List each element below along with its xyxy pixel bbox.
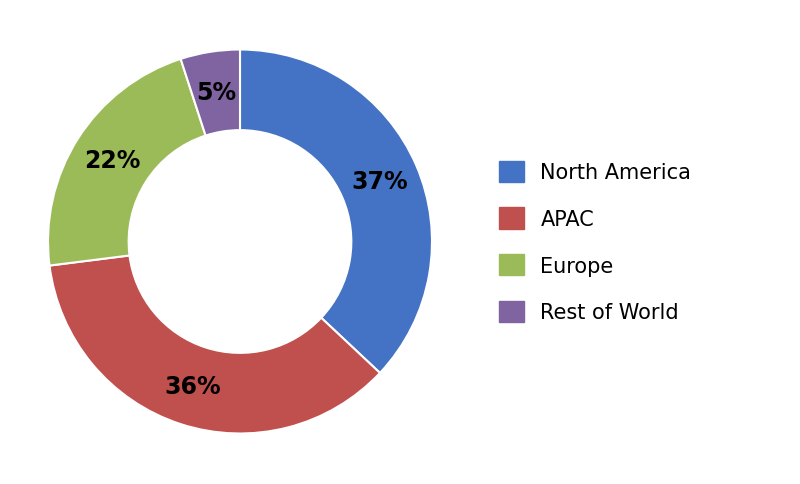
- Wedge shape: [50, 256, 380, 434]
- Text: 36%: 36%: [165, 374, 222, 398]
- Text: 5%: 5%: [196, 80, 236, 105]
- Wedge shape: [181, 50, 240, 136]
- Wedge shape: [240, 50, 432, 373]
- Wedge shape: [48, 60, 206, 266]
- Legend: North America, APAC, Europe, Rest of World: North America, APAC, Europe, Rest of Wor…: [490, 153, 700, 331]
- Text: 37%: 37%: [351, 170, 407, 194]
- Text: 22%: 22%: [84, 149, 140, 173]
